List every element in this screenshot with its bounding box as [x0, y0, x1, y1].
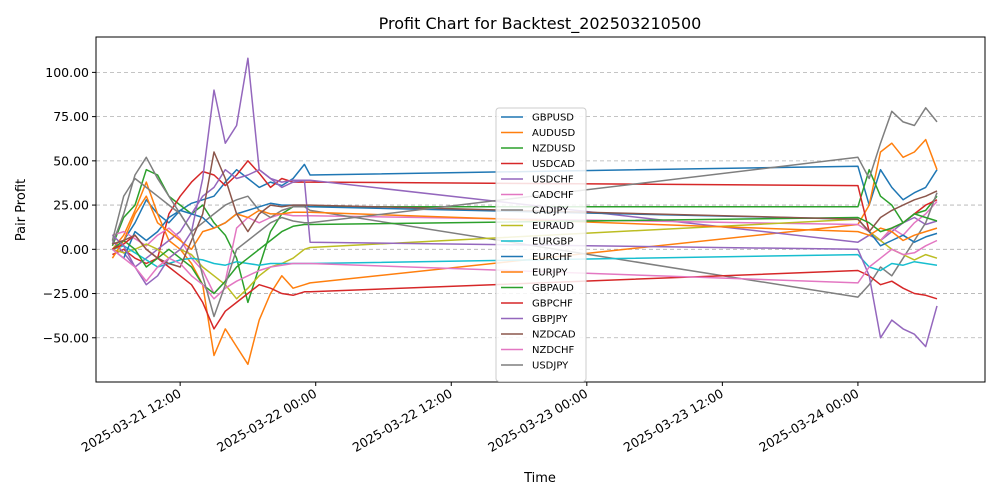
y-axis-ticks: −50.00 −25.00 0.00 25.00 50.00 75.00 100.00 [43, 65, 96, 345]
chart-title: Profit Chart for Backtest_202503210500 [379, 14, 702, 34]
series-lines [111, 57, 938, 366]
series-line-gbpchf [112, 234, 938, 330]
series-line-gbpusd [111, 163, 938, 250]
y-tick-label: −50.00 [43, 330, 89, 345]
y-tick-label: 50.00 [53, 153, 89, 168]
y-tick-label: 0.00 [61, 242, 89, 257]
series-line-eurchf [111, 202, 938, 259]
series-line-audusd [111, 138, 938, 366]
legend-label: AUDUSD [532, 128, 576, 139]
legend-label: CADJPY [532, 206, 569, 217]
series-line-nzdcad [112, 151, 938, 268]
legend-label: GBPCHF [532, 299, 573, 310]
series-line-usdjpy [111, 107, 938, 318]
y-axis-label: Pair Profit [14, 179, 29, 241]
series-line-nzdchf [111, 239, 938, 300]
legend-label: NZDCHF [532, 345, 575, 356]
series-line-euraud [112, 218, 938, 300]
legend-label: NZDCAD [532, 330, 576, 341]
legend: GBPUSD AUDUSD NZDUSD USDCAD USDCHF CADCHF CADJ… [495, 107, 587, 382]
legend-label: USDJPY [532, 361, 569, 372]
legend-label: GBPUSD [532, 113, 574, 124]
series-line-cadchf [112, 200, 938, 295]
series-line-eurgbp [112, 245, 938, 272]
legend-box [495, 107, 587, 382]
x-axis-label: Time [523, 471, 556, 486]
legend-label: CADCHF [532, 190, 574, 201]
legend-label: EURGBP [532, 237, 573, 248]
legend-label: EURJPY [532, 268, 568, 279]
y-tick-label: 25.00 [53, 198, 89, 213]
legend-label: NZDUSD [532, 144, 576, 155]
legend-label: USDCHF [532, 175, 574, 186]
y-tick-label: 100.00 [45, 65, 89, 80]
series-line-eurjpy [111, 195, 938, 259]
y-tick-label: 75.00 [53, 109, 89, 124]
series-line-gbpjpy [111, 57, 938, 348]
legend-label: EURCHF [532, 252, 573, 263]
series-line-nzdusd [111, 168, 938, 304]
y-tick-label: −25.00 [43, 286, 89, 301]
legend-label: EURAUD [532, 221, 574, 232]
legend-label: GBPAUD [532, 283, 574, 294]
legend-label: GBPJPY [532, 314, 568, 325]
series-line-gbpaud [111, 213, 938, 295]
legend-label: USDCAD [532, 159, 575, 170]
